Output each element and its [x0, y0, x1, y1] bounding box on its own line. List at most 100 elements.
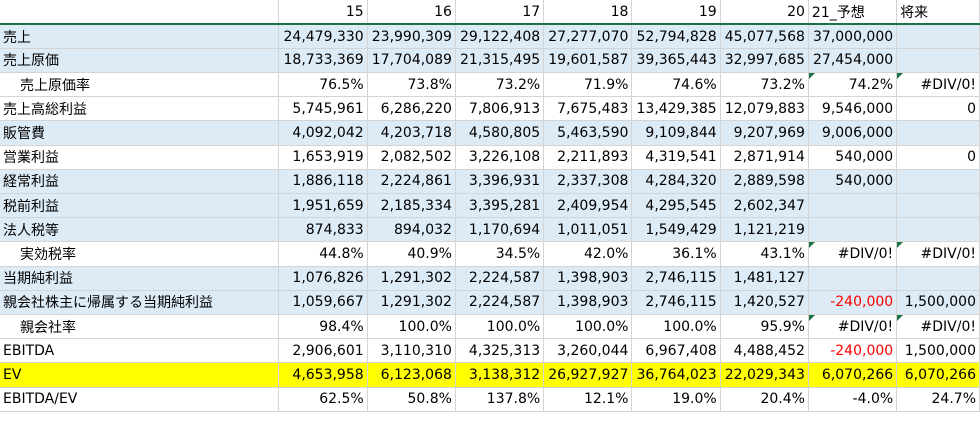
row-label-cell[interactable]: EBITDA: [0, 338, 280, 364]
data-cell[interactable]: 12,079,883: [720, 96, 809, 122]
data-cell[interactable]: 4,092,042: [278, 120, 368, 146]
header-cell-17[interactable]: 17: [455, 0, 545, 26]
data-cell[interactable]: #DIV/0!: [896, 241, 980, 267]
data-cell[interactable]: 50.8%: [367, 387, 456, 412]
data-cell[interactable]: 874,833: [278, 217, 368, 243]
data-cell[interactable]: [808, 193, 898, 219]
data-cell[interactable]: 4,580,805: [455, 120, 545, 146]
data-cell[interactable]: 3,110,310: [367, 338, 456, 364]
data-cell[interactable]: 1,291,302: [367, 266, 456, 291]
data-cell[interactable]: 4,203,718: [367, 120, 456, 146]
data-cell[interactable]: 540,000: [808, 145, 898, 170]
data-cell[interactable]: -4.0%: [808, 387, 898, 412]
data-cell[interactable]: 40.9%: [367, 241, 456, 267]
data-cell[interactable]: 7,675,483: [543, 96, 633, 122]
data-cell[interactable]: 2,211,893: [543, 145, 633, 170]
data-cell[interactable]: 9,006,000: [808, 120, 898, 146]
data-cell[interactable]: 100.0%: [367, 314, 456, 340]
data-cell[interactable]: 2,746,115: [631, 266, 721, 291]
data-cell[interactable]: 3,260,044: [543, 338, 633, 364]
data-cell[interactable]: 44.8%: [278, 241, 368, 267]
row-label-cell[interactable]: 営業利益: [0, 145, 280, 170]
data-cell[interactable]: 2,185,334: [367, 193, 456, 219]
data-cell[interactable]: 1,291,302: [367, 290, 456, 315]
data-cell[interactable]: 18,733,369: [278, 48, 368, 74]
data-cell[interactable]: 7,806,913: [455, 96, 545, 122]
data-cell[interactable]: 71.9%: [543, 72, 633, 98]
row-label-cell[interactable]: 法人税等: [0, 217, 280, 243]
data-cell[interactable]: 0: [896, 96, 980, 122]
data-cell[interactable]: 32,997,685: [720, 48, 809, 74]
data-cell[interactable]: [896, 24, 980, 49]
row-label-cell[interactable]: 売上高総利益: [0, 96, 280, 122]
header-cell-21-forecast[interactable]: 21_予想: [808, 0, 898, 26]
data-cell[interactable]: 4,295,545: [631, 193, 721, 219]
header-cell-future[interactable]: 将来: [896, 0, 980, 26]
data-cell[interactable]: 74.6%: [631, 72, 721, 98]
data-cell[interactable]: 2,889,598: [720, 169, 809, 195]
data-cell[interactable]: 100.0%: [543, 314, 633, 340]
data-cell[interactable]: [896, 120, 980, 146]
data-cell[interactable]: 540,000: [808, 169, 898, 195]
row-label-cell[interactable]: 当期純利益: [0, 266, 280, 291]
data-cell[interactable]: 2,224,861: [367, 169, 456, 195]
header-cell-15[interactable]: 15: [278, 0, 368, 26]
row-label-cell[interactable]: 親会社率: [0, 314, 280, 340]
data-cell[interactable]: 98.4%: [278, 314, 368, 340]
data-cell[interactable]: 37,000,000: [808, 24, 898, 49]
data-cell[interactable]: -240,000: [808, 290, 898, 315]
data-cell[interactable]: 5,745,961: [278, 96, 368, 122]
data-cell[interactable]: 45,077,568: [720, 24, 809, 49]
data-cell[interactable]: 6,070,266: [808, 362, 898, 388]
data-cell[interactable]: #DIV/0!: [808, 241, 898, 267]
data-cell[interactable]: [808, 217, 898, 243]
data-cell[interactable]: 6,070,266: [896, 362, 980, 388]
data-cell[interactable]: 2,224,587: [455, 266, 545, 291]
data-cell[interactable]: #DIV/0!: [896, 72, 980, 98]
data-cell[interactable]: 6,123,068: [367, 362, 456, 388]
data-cell[interactable]: 1,011,051: [543, 217, 633, 243]
data-cell[interactable]: 62.5%: [278, 387, 368, 412]
data-cell[interactable]: 1,886,118: [278, 169, 368, 195]
data-cell[interactable]: 42.0%: [543, 241, 633, 267]
data-cell[interactable]: -240,000: [808, 338, 898, 364]
data-cell[interactable]: 2,409,954: [543, 193, 633, 219]
data-cell[interactable]: 6,286,220: [367, 96, 456, 122]
data-cell[interactable]: 36.1%: [631, 241, 721, 267]
data-cell[interactable]: 1,500,000: [896, 290, 980, 315]
data-cell[interactable]: 1,398,903: [543, 290, 633, 315]
row-label-cell[interactable]: 親会社株主に帰属する当期純利益: [0, 290, 280, 315]
data-cell[interactable]: 73.2%: [720, 72, 809, 98]
data-cell[interactable]: 29,122,408: [455, 24, 545, 49]
data-cell[interactable]: 24.7%: [896, 387, 980, 412]
header-cell-18[interactable]: 18: [543, 0, 633, 26]
data-cell[interactable]: 21,315,495: [455, 48, 545, 74]
data-cell[interactable]: 1,481,127: [720, 266, 809, 291]
data-cell[interactable]: 43.1%: [720, 241, 809, 267]
data-cell[interactable]: 1,951,659: [278, 193, 368, 219]
data-cell[interactable]: 2,337,308: [543, 169, 633, 195]
data-cell[interactable]: [896, 217, 980, 243]
data-cell[interactable]: 3,226,108: [455, 145, 545, 170]
data-cell[interactable]: 2,224,587: [455, 290, 545, 315]
row-label-cell[interactable]: 売上: [0, 24, 280, 49]
data-cell[interactable]: 137.8%: [455, 387, 545, 412]
header-cell-20[interactable]: 20: [720, 0, 809, 26]
data-cell[interactable]: 4,284,320: [631, 169, 721, 195]
data-cell[interactable]: 0: [896, 145, 980, 170]
data-cell[interactable]: #DIV/0!: [808, 314, 898, 340]
data-cell[interactable]: 9,109,844: [631, 120, 721, 146]
data-cell[interactable]: 22,029,343: [720, 362, 809, 388]
data-cell[interactable]: 19,601,587: [543, 48, 633, 74]
data-cell[interactable]: 4,653,958: [278, 362, 368, 388]
data-cell[interactable]: 9,546,000: [808, 96, 898, 122]
data-cell[interactable]: 9,207,969: [720, 120, 809, 146]
data-cell[interactable]: 12.1%: [543, 387, 633, 412]
data-cell[interactable]: 27,454,000: [808, 48, 898, 74]
data-cell[interactable]: [896, 193, 980, 219]
data-cell[interactable]: 24,479,330: [278, 24, 368, 49]
data-cell[interactable]: 95.9%: [720, 314, 809, 340]
data-cell[interactable]: 2,746,115: [631, 290, 721, 315]
data-cell[interactable]: [896, 266, 980, 291]
data-cell[interactable]: 2,082,502: [367, 145, 456, 170]
